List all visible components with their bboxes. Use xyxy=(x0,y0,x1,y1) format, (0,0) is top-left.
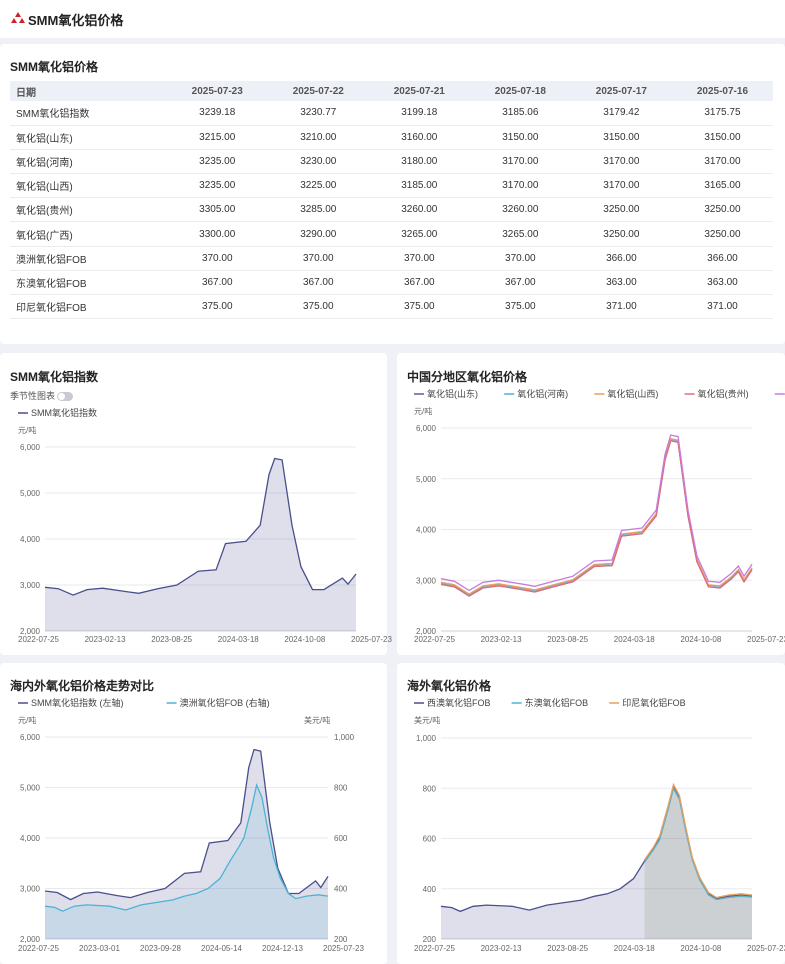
table-header-row: 日期 2025-07-23 2025-07-22 2025-07-21 2025-07-… xyxy=(10,81,773,101)
row-label: 氧化铝(广西) xyxy=(16,230,73,242)
table-cell: 3265.00 xyxy=(401,228,438,240)
top-bar: SMM氧化铝价格 xyxy=(0,0,785,38)
table-cell: 3260.00 xyxy=(401,204,438,216)
table-row: 氧化铝(广西) 3300.00 3290.00 3265.00 3265.00 3250.… xyxy=(10,222,773,247)
table-cell: 3239.18 xyxy=(199,107,236,119)
table-cell: 367.00 xyxy=(302,276,334,288)
table-row: 东澳氧化铝FOB 367.00 367.00 367.00 367.00 363.00 36… xyxy=(10,270,773,295)
table-cell: 3170.00 xyxy=(502,155,539,167)
table-cell: 366.00 xyxy=(606,252,637,264)
chart-title-overseas: 海外氧化铝价格 xyxy=(407,679,492,693)
table-row: 氧化铝(山东) 3215.00 3210.00 3160.00 3150.00 3150.… xyxy=(10,125,773,150)
row-label: 东澳氧化铝FOB xyxy=(16,278,87,290)
table-cell: 375.00 xyxy=(201,301,233,313)
table-cell: 3160.00 xyxy=(401,131,438,143)
table-cell: 3225.00 xyxy=(300,180,337,192)
table-cell: 3180.00 xyxy=(401,155,438,167)
column-header: 2025-07-22 xyxy=(292,85,344,97)
table-cell: 371.00 xyxy=(606,301,637,313)
table-cell: 363.00 xyxy=(606,276,637,288)
table-cell: 375.00 xyxy=(302,301,334,313)
table-cell: 3235.00 xyxy=(199,180,236,192)
table-title: SMM氧化铝价格 xyxy=(10,60,98,74)
table-cell: 367.00 xyxy=(404,276,435,288)
table-cell: 3250.00 xyxy=(603,228,640,240)
column-header: 2025-07-23 xyxy=(191,85,243,97)
smm-logo-icon xyxy=(11,12,25,23)
table-row: 印尼氧化铝FOB 375.00 375.00 375.00 375.00 371.00 37… xyxy=(10,295,773,319)
table-cell: 367.00 xyxy=(505,276,536,288)
table-cell: 3150.00 xyxy=(704,131,741,143)
price-table-card xyxy=(0,44,785,344)
table-cell: 3175.75 xyxy=(704,107,741,119)
toggle-switch[interactable] xyxy=(57,392,74,402)
table-cell: 3179.42 xyxy=(603,107,640,119)
table-cell: 363.00 xyxy=(707,276,738,288)
table-row: 氧化铝(贵州) 3305.00 3285.00 3260.00 3260.00 3250.… xyxy=(10,198,773,222)
table-cell: 3265.00 xyxy=(502,228,539,240)
table-cell: 3230.00 xyxy=(300,155,337,167)
row-label: 印尼氧化铝FOB xyxy=(16,303,87,315)
table-cell: 3215.00 xyxy=(199,131,236,143)
table-cell: 3170.00 xyxy=(603,155,640,167)
table-cell: 375.00 xyxy=(404,301,435,313)
table-cell: 371.00 xyxy=(707,301,738,313)
table-cell: 3185.00 xyxy=(401,180,438,192)
column-header: 2025-07-18 xyxy=(494,85,546,97)
row-label: 氧化铝(贵州) xyxy=(16,206,73,218)
table-cell: 3260.00 xyxy=(502,204,539,216)
table-row: 澳洲氧化铝FOB 370.00 370.00 370.00 370.00 366.00 36… xyxy=(10,246,773,271)
table-cell: 366.00 xyxy=(707,252,738,264)
row-label: 氧化铝(山西) xyxy=(16,182,73,194)
table-cell: 3170.00 xyxy=(603,180,640,192)
table-cell: 3250.00 xyxy=(603,204,640,216)
price-table: 日期 2025-07-23 2025-07-22 2025-07-21 2025-07-… xyxy=(10,81,773,319)
table-cell: 3170.00 xyxy=(704,155,741,167)
table-cell: 3250.00 xyxy=(704,228,741,240)
table-cell: 3250.00 xyxy=(704,204,741,216)
table-cell: 3150.00 xyxy=(603,131,640,143)
chart-title-regional: 中国分地区氧化铝价格 xyxy=(407,370,528,384)
chart-card-overseas xyxy=(397,663,785,964)
table-cell: 3290.00 xyxy=(300,228,337,240)
table-cell: 3210.00 xyxy=(300,131,337,143)
table-cell: 3185.06 xyxy=(502,107,539,119)
row-label: 澳洲氧化铝FOB xyxy=(16,254,87,266)
table-cell: 370.00 xyxy=(505,252,536,264)
table-cell: 3199.18 xyxy=(401,107,438,119)
table-cell: 3165.00 xyxy=(704,180,741,192)
row-label: 氧化铝(山东) xyxy=(16,133,73,145)
seasonal-toggle[interactable]: 季节性图表 xyxy=(10,389,74,402)
column-header: 2025-07-21 xyxy=(393,85,445,97)
chart-title-compare: 海内外氧化铝价格走势对比 xyxy=(10,679,155,693)
seasonal-toggle-label: 季节性图表 xyxy=(10,391,56,401)
table-cell: 370.00 xyxy=(201,252,233,264)
table-row: 氧化铝(河南) 3235.00 3230.00 3180.00 3170.00 3170.… xyxy=(10,149,773,174)
chart-title-index: SMM氧化铝指数 xyxy=(10,370,98,384)
chart-card-regional xyxy=(397,353,785,655)
table-cell: 367.00 xyxy=(201,276,233,288)
table-cell: 3230.77 xyxy=(300,107,337,119)
table-cell: 370.00 xyxy=(302,252,334,264)
column-header: 2025-07-16 xyxy=(696,85,749,97)
table-cell: 3170.00 xyxy=(502,180,539,192)
table-cell: 3235.00 xyxy=(199,155,236,167)
page-title: SMM氧化铝价格 xyxy=(28,13,124,28)
row-label: SMM氧化铝指数 xyxy=(16,109,90,121)
column-header-date: 日期 xyxy=(16,87,36,99)
table-row: SMM氧化铝指数 3239.18 3230.77 3199.18 3185.06 3179… xyxy=(10,101,773,126)
row-label: 氧化铝(河南) xyxy=(16,157,73,169)
table-cell: 3300.00 xyxy=(199,228,236,240)
table-cell: 3150.00 xyxy=(502,131,539,143)
chart-card-compare xyxy=(0,663,387,964)
table-cell: 370.00 xyxy=(404,252,435,264)
column-header: 2025-07-17 xyxy=(595,85,647,97)
table-cell: 3305.00 xyxy=(199,204,236,216)
table-row: 氧化铝(山西) 3235.00 3225.00 3185.00 3170.00 3170.… xyxy=(10,174,773,198)
table-cell: 375.00 xyxy=(505,301,536,313)
table-cell: 3285.00 xyxy=(300,204,337,216)
